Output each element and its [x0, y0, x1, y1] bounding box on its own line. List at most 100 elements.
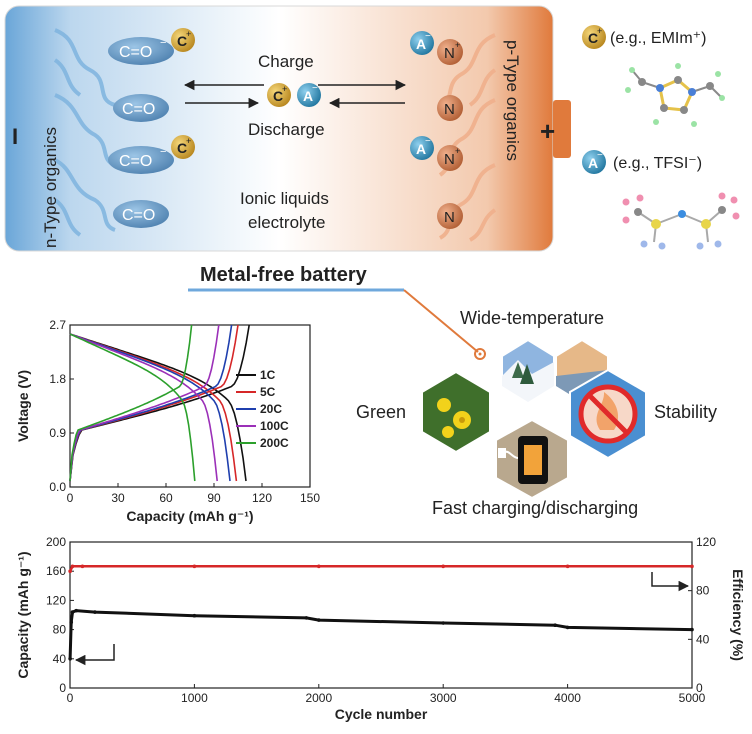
- n-type-chains: [53, 28, 116, 237]
- svg-text:+: +: [186, 29, 191, 39]
- chart2-efficiency-point: [690, 564, 694, 569]
- chart2-capacity-point: [192, 613, 197, 618]
- svg-text:N: N: [444, 151, 455, 168]
- chart1-ylabel: Voltage (V): [15, 370, 31, 442]
- chart2-ytick-label: 160: [46, 564, 66, 578]
- chart2-capacity-point: [74, 608, 79, 613]
- chart2-xtick-label: 2000: [305, 691, 332, 705]
- n-type-label: n-Type organics: [41, 127, 60, 248]
- svg-text:−: −: [597, 150, 603, 161]
- chart2-xlabel: Cycle number: [335, 706, 428, 722]
- caption-title: Metal-free battery: [200, 264, 368, 286]
- winter-landscape-icon: [501, 338, 555, 404]
- chart1-frame: [69, 324, 311, 488]
- emim-molecule-icon: [625, 63, 725, 127]
- svg-text:C=O: C=O: [122, 207, 155, 224]
- chart1-ytick-label: 1.8: [49, 372, 66, 386]
- chart1-xtick-label: 90: [207, 491, 221, 505]
- chart2-efficiency-point: [192, 564, 197, 569]
- chart1-xtick-label: 120: [252, 491, 272, 505]
- svg-text:C: C: [588, 30, 598, 46]
- svg-text:+: +: [455, 146, 460, 156]
- feature-wide-temperature: Wide-temperature: [460, 308, 604, 328]
- chart2-capacity-point: [690, 627, 694, 632]
- svg-text:−: −: [425, 136, 431, 147]
- chart1-legend-label: 100C: [260, 419, 289, 433]
- svg-text:−: −: [160, 37, 166, 49]
- battery-diagram: n-Type organics p-Type organics I + C=O …: [4, 5, 571, 252]
- chart2-capacity-point: [68, 657, 72, 661]
- chart2-xtick-label: 5000: [679, 691, 706, 705]
- chart1-charge-curve-5C: [69, 324, 239, 482]
- chart2-xtick-label: 3000: [430, 691, 457, 705]
- chart2-xtick-label: 4000: [554, 691, 581, 705]
- svg-text:C: C: [177, 33, 187, 49]
- phone-charging-icon: [495, 418, 569, 500]
- chart1-xtick-label: 60: [159, 491, 173, 505]
- chart2-xtick-label: 1000: [181, 691, 208, 705]
- p-type-label: p-Type organics: [503, 40, 522, 161]
- svg-text:−: −: [312, 83, 318, 94]
- negative-terminal: I: [12, 124, 18, 149]
- legend-cation-icon: C +: [582, 25, 606, 49]
- chart2-efficiency-point: [317, 564, 321, 569]
- chart1-legend-label: 5C: [260, 385, 276, 399]
- chart2-ytick-label: 200: [46, 535, 66, 549]
- chart1-discharge-curve-20C: [69, 333, 231, 482]
- chart1-charge-curve-1C: [69, 324, 250, 482]
- chart2-frame: [69, 541, 693, 689]
- carbonyl-4: C=O: [113, 200, 169, 228]
- svg-text:+: +: [597, 26, 602, 36]
- chart1-charge-curve-100C: [69, 324, 220, 482]
- chart2-capacity-point: [93, 610, 97, 614]
- green-flower-icon: [421, 370, 491, 454]
- nitrogen-2: N: [437, 95, 463, 121]
- chart1-xtick-label: 30: [111, 491, 125, 505]
- cation-ion-1: C +: [171, 28, 195, 52]
- chart2-efficiency-point: [80, 564, 85, 569]
- carbonyl-charged-1: C=O −: [108, 37, 174, 65]
- anion-ion-1: A −: [410, 31, 434, 55]
- chart1-charge-curve-20C: [69, 324, 233, 482]
- chart2-ytick-label: 120: [46, 593, 66, 607]
- svg-text:N: N: [444, 209, 455, 226]
- anion-ion-2: A −: [410, 136, 434, 160]
- discharge-label: Discharge: [248, 120, 325, 139]
- no-fire-icon: [569, 368, 647, 460]
- chart2-y2tick-label: 40: [696, 632, 710, 646]
- svg-text:+: +: [186, 136, 191, 146]
- cycling-chart: 0 1000 2000 3000 4000 50000408012016020004080…: [15, 535, 746, 722]
- cation-example: (e.g., EMIm⁺): [610, 30, 706, 47]
- svg-text:−: −: [160, 146, 166, 158]
- chart2-ytick-label: 40: [53, 652, 67, 666]
- feature-fast-charging: Fast charging/discharging: [432, 498, 638, 518]
- chart2-y2tick-label: 0: [696, 681, 703, 695]
- svg-text:A: A: [416, 141, 426, 157]
- battery-cap: [553, 100, 571, 158]
- svg-text:C=O: C=O: [119, 153, 152, 170]
- chart2-y2tick-label: 120: [696, 535, 716, 549]
- chart2-capacity-point: [304, 616, 309, 620]
- nitrogen-4: N: [437, 203, 463, 229]
- chart1-legend-label: 1C: [260, 368, 276, 382]
- chart2-efficiency-point: [441, 564, 446, 569]
- center-anion: A −: [297, 83, 321, 107]
- nitrogen-charged-3: N +: [437, 145, 463, 171]
- svg-text:C=O: C=O: [122, 101, 155, 118]
- electrolyte-line-2: electrolyte: [248, 213, 325, 232]
- caption-leader-line: [403, 289, 479, 353]
- chart2-efficiency-point: [565, 564, 570, 569]
- cation-ion-2: C +: [171, 135, 195, 159]
- electrolyte-line-1: Ionic liquids: [240, 189, 329, 208]
- charge-label: Charge: [258, 52, 314, 71]
- chart1-discharge-curve-100C: [69, 333, 218, 482]
- carbonyl-charged-3: C=O −: [108, 146, 174, 174]
- svg-text:N: N: [444, 101, 455, 118]
- chart2-y2label: Efficiency (%): [730, 569, 746, 661]
- positive-terminal: +: [540, 116, 555, 146]
- svg-text:A: A: [416, 36, 426, 52]
- svg-text:A: A: [588, 155, 598, 171]
- svg-text:C=O: C=O: [119, 44, 152, 61]
- chart2-capacity-point: [565, 625, 570, 630]
